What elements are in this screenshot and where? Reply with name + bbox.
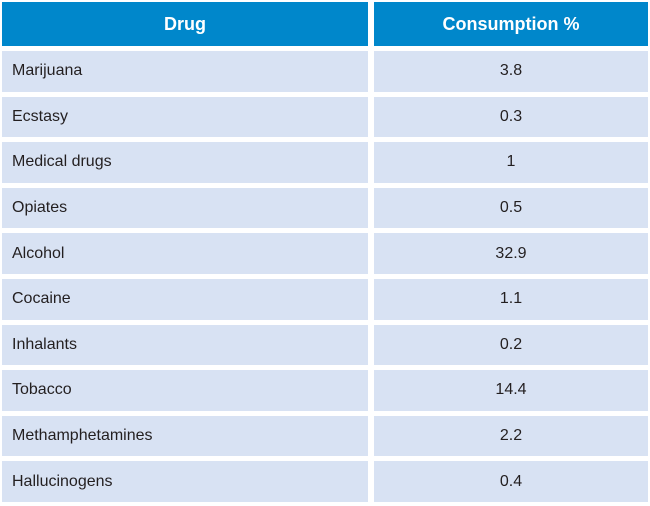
table-row: Tobacco 14.4	[2, 370, 648, 411]
table-row: Cocaine 1.1	[2, 278, 648, 320]
consumption-value-cell: 0.2	[374, 324, 648, 366]
table-row: Inhalants 0.2	[2, 324, 648, 366]
drug-name-cell: Ecstasy	[2, 96, 368, 138]
table-row: Alcohol 32.9	[2, 233, 648, 274]
drug-name-cell: Marijuana	[2, 51, 368, 92]
drug-name-cell: Methamphetamines	[2, 415, 368, 457]
column-header-drug: Drug	[2, 2, 368, 46]
table-header-row: Drug Consumption %	[2, 2, 648, 46]
table-row: Hallucinogens 0.4	[2, 461, 648, 502]
consumption-value-cell: 1	[374, 142, 648, 183]
drug-name-cell: Tobacco	[2, 370, 368, 411]
column-header-consumption: Consumption %	[374, 2, 648, 46]
consumption-value-cell: 32.9	[374, 233, 648, 274]
table-row: Opiates 0.5	[2, 187, 648, 229]
drug-name-cell: Hallucinogens	[2, 461, 368, 502]
consumption-value-cell: 0.3	[374, 96, 648, 138]
table-row: Medical drugs 1	[2, 142, 648, 183]
consumption-value-cell: 14.4	[374, 370, 648, 411]
drug-name-cell: Medical drugs	[2, 142, 368, 183]
consumption-value-cell: 1.1	[374, 278, 648, 320]
table-row: Ecstasy 0.3	[2, 96, 648, 138]
table-row: Methamphetamines 2.2	[2, 415, 648, 457]
table-row: Marijuana 3.8	[2, 51, 648, 92]
consumption-value-cell: 0.5	[374, 187, 648, 229]
consumption-value-cell: 2.2	[374, 415, 648, 457]
consumption-value-cell: 0.4	[374, 461, 648, 502]
drug-name-cell: Inhalants	[2, 324, 368, 366]
drug-name-cell: Opiates	[2, 187, 368, 229]
drug-name-cell: Alcohol	[2, 233, 368, 274]
drug-name-cell: Cocaine	[2, 278, 368, 320]
consumption-value-cell: 3.8	[374, 51, 648, 92]
